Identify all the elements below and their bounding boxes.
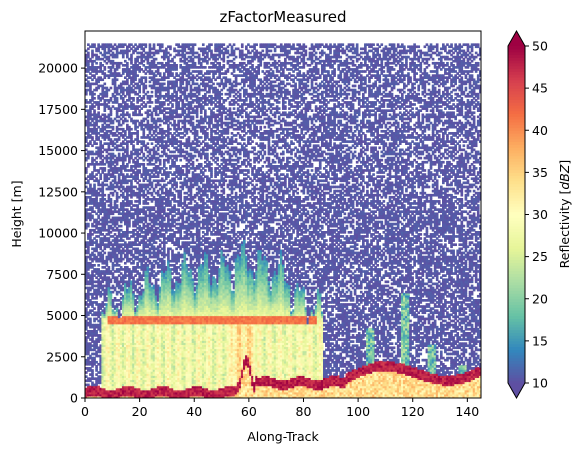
heatmap-cell [153,43,156,46]
heatmap-cell [142,153,145,156]
heatmap-cell [87,223,90,226]
heatmap-cell [91,50,94,53]
heatmap-cell [165,167,168,170]
heatmap-cell [103,66,106,69]
heatmap-cell [116,97,119,100]
heatmap-cell [142,140,145,143]
heatmap-cell [103,252,106,255]
heatmap-cell [108,266,111,269]
heatmap-cell [93,184,96,187]
heatmap-cell [93,43,96,46]
heatmap-cell [95,239,98,242]
heatmap-cell [138,169,141,172]
heatmap-cell [159,72,162,75]
heatmap-cell [161,43,164,46]
heatmap-cell [145,43,148,46]
heatmap-cell [95,62,98,65]
heatmap-cell [103,83,106,86]
heatmap-cell [116,192,119,195]
heatmap-cell [142,163,145,166]
heatmap-cell [93,109,96,112]
heatmap-cell [112,126,115,129]
heatmap-cell [97,111,100,114]
heatmap-cell [151,91,154,94]
heatmap-cell [147,202,150,205]
heatmap-cell [91,369,94,372]
heatmap-cell [159,124,162,127]
heatmap-cell [151,142,154,145]
heatmap-cell [163,260,166,263]
heatmap-cell [103,194,106,197]
heatmap-cell [136,74,139,77]
heatmap-cell [130,128,133,131]
heatmap-cell [118,153,121,156]
heatmap-cell [103,167,106,170]
heatmap-cell [91,136,94,139]
heatmap-cell [110,198,113,201]
heatmap-cell [130,200,133,203]
heatmap-cell [151,95,154,98]
heatmap-cell [97,264,100,267]
plot-area [85,43,482,398]
heatmap-cell [147,142,150,145]
heatmap-cell [145,76,148,79]
heatmap-cell [99,140,102,143]
heatmap-cell [126,62,129,65]
heatmap-cell [110,87,113,90]
heatmap-cell [93,97,96,100]
heatmap-cell [155,58,158,61]
heatmap-cell [128,113,131,116]
heatmap-cell [155,241,158,244]
heatmap-cell [132,144,135,147]
heatmap-cell [93,264,96,267]
heatmap-cell [159,159,162,162]
chart-title: zFactorMeasured [219,8,346,26]
heatmap-cell [140,113,143,116]
heatmap-cell [149,43,152,46]
heatmap-cell [93,93,96,96]
heatmap-cell [138,179,141,182]
heatmap-cell [147,91,150,94]
heatmap-cell [151,101,154,104]
heatmap-cell [116,204,119,207]
heatmap-cell [120,225,123,228]
heatmap-cell [116,78,119,81]
reflectivity-heatmap [85,43,482,398]
heatmap-cell [126,120,129,123]
heatmap-cell [93,307,96,310]
heatmap-cell [145,85,148,88]
heatmap-cell [132,97,135,100]
heatmap-cell [136,130,139,133]
heatmap-cell [91,215,94,218]
heatmap-cell [147,120,150,123]
heatmap-cell [87,52,90,55]
heatmap-cell [140,285,143,288]
heatmap-cell [89,318,92,321]
heatmap-cell [95,142,98,145]
heatmap-cell [149,105,152,108]
heatmap-cell [114,175,117,178]
heatmap-cell [163,83,166,86]
heatmap-cell [89,184,92,187]
heatmap-cell [157,278,160,281]
